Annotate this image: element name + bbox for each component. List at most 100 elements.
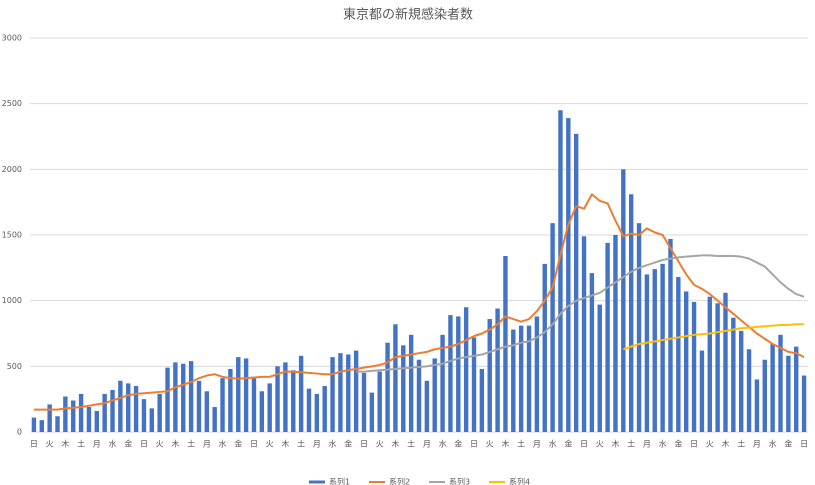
bar xyxy=(526,325,532,432)
x-tick-label: 水 xyxy=(329,439,337,449)
x-tick-label: 土 xyxy=(517,439,525,449)
bar xyxy=(196,380,202,432)
bar xyxy=(487,319,492,432)
x-tick-label: 日 xyxy=(30,440,38,449)
bar xyxy=(581,236,587,432)
y-tick-label: 500 xyxy=(7,362,22,371)
bar xyxy=(243,358,249,432)
bar xyxy=(377,371,382,432)
bar xyxy=(31,417,37,432)
x-tick-label: 土 xyxy=(187,439,195,449)
bar xyxy=(463,307,469,432)
bar xyxy=(456,316,461,432)
bar xyxy=(102,393,107,432)
bar xyxy=(448,315,453,432)
x-tick-label: 日 xyxy=(580,440,588,449)
bar xyxy=(39,420,44,432)
x-tick-label: 金 xyxy=(454,439,462,449)
bar xyxy=(267,383,272,432)
bar xyxy=(746,349,752,432)
bar xyxy=(432,358,437,432)
y-tick-label: 1500 xyxy=(2,231,22,240)
bar xyxy=(566,118,571,432)
chart-title: 東京都の新規感染者数 xyxy=(343,7,473,23)
bar xyxy=(699,350,705,432)
y-tick-label: 3000 xyxy=(2,34,22,43)
bar xyxy=(86,407,92,432)
x-tick-label: 日 xyxy=(250,440,258,449)
bar xyxy=(149,408,155,432)
bar xyxy=(369,392,375,432)
bar xyxy=(228,368,233,432)
bar xyxy=(314,393,320,432)
x-tick-label: 火 xyxy=(376,440,384,449)
bar xyxy=(78,393,84,432)
bar xyxy=(511,329,516,432)
x-tick-label: 金 xyxy=(124,439,132,449)
legend-label: 系列4 xyxy=(509,477,530,485)
bar xyxy=(322,386,327,432)
bar xyxy=(110,389,115,432)
x-tick-label: 水 xyxy=(219,439,227,449)
bar xyxy=(558,110,563,432)
bar xyxy=(731,317,736,432)
bar xyxy=(676,277,681,432)
bar xyxy=(141,399,147,432)
bar xyxy=(770,344,775,432)
x-tick-label: 金 xyxy=(674,439,682,449)
x-tick-label: 火 xyxy=(486,440,494,449)
bar xyxy=(542,263,547,432)
bar xyxy=(518,325,524,432)
bar xyxy=(801,375,807,432)
bar xyxy=(94,410,99,432)
bar xyxy=(628,194,634,432)
x-tick-label: 金 xyxy=(234,439,242,449)
bar xyxy=(503,256,508,432)
x-tick-label: 水 xyxy=(769,439,777,449)
x-tick-label: 金 xyxy=(784,439,792,449)
bar xyxy=(188,361,194,432)
bar xyxy=(275,366,280,432)
x-tick-label: 火 xyxy=(46,440,54,449)
bar xyxy=(330,357,335,432)
bar xyxy=(220,378,225,432)
bar xyxy=(613,235,618,432)
x-tick-label: 木 xyxy=(281,439,289,449)
x-tick-label: 水 xyxy=(439,439,447,449)
y-tick-label: 1000 xyxy=(2,296,22,305)
legend-label: 系列1 xyxy=(329,477,350,485)
x-tick-label: 木 xyxy=(61,439,69,449)
x-tick-label: 火 xyxy=(706,440,714,449)
bar xyxy=(471,337,477,432)
x-tick-label: 木 xyxy=(391,439,399,449)
bar xyxy=(652,269,657,432)
x-tick-label: 日 xyxy=(140,440,148,449)
x-tick-label: 日 xyxy=(690,440,698,449)
bar xyxy=(621,169,626,433)
bar xyxy=(361,372,367,432)
bar xyxy=(794,346,799,432)
x-tick-label: 火 xyxy=(156,440,164,449)
bar xyxy=(440,334,445,432)
bar xyxy=(668,238,673,432)
bar xyxy=(550,223,555,432)
bar xyxy=(786,355,791,432)
bar xyxy=(165,367,170,432)
x-tick-label: 金 xyxy=(564,439,572,449)
x-tick-label: 土 xyxy=(737,439,745,449)
x-tick-label: 土 xyxy=(297,439,305,449)
bar xyxy=(157,393,162,432)
x-tick-label: 月 xyxy=(423,440,431,449)
bar xyxy=(346,354,351,432)
bar xyxy=(644,274,650,432)
bar xyxy=(534,316,540,432)
bar xyxy=(251,376,257,432)
bar xyxy=(47,404,52,432)
bar xyxy=(589,273,595,432)
bar xyxy=(424,380,430,432)
x-tick-label: 土 xyxy=(407,439,415,449)
bar xyxy=(71,400,76,432)
bar xyxy=(298,355,304,432)
bar xyxy=(385,342,390,432)
bar xyxy=(660,263,665,432)
